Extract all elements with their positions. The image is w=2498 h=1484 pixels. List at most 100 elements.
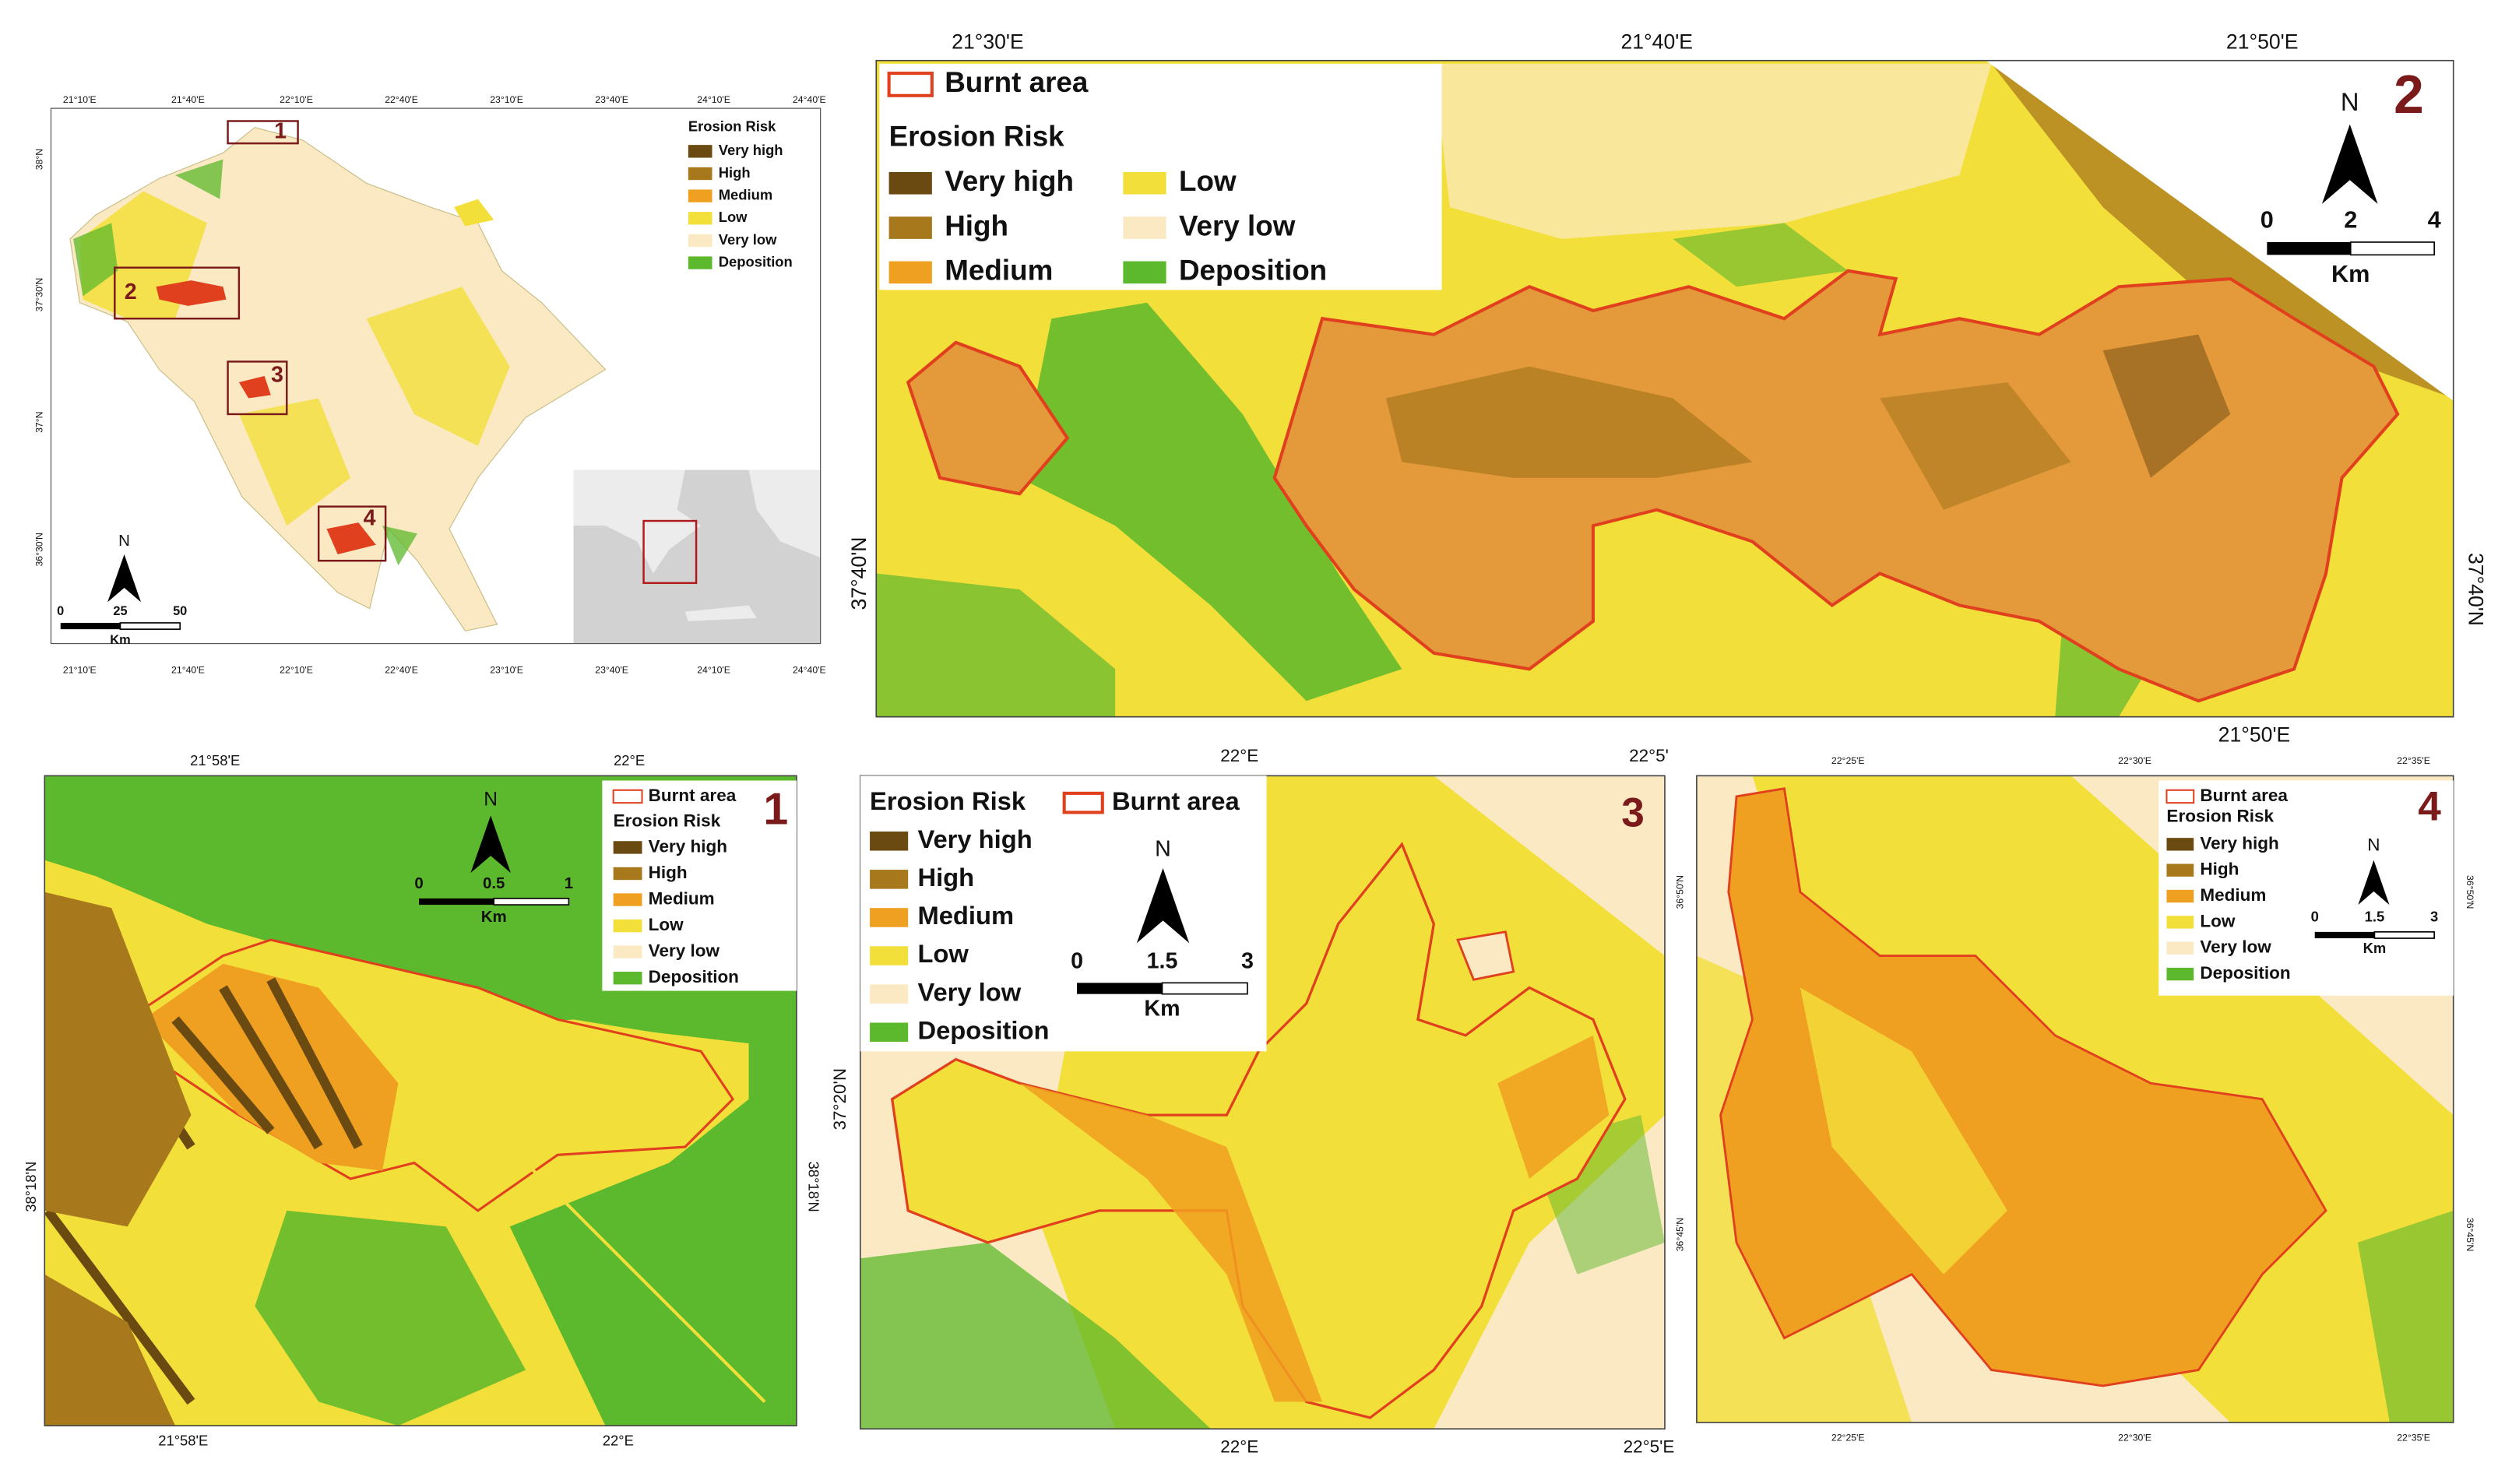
legend-label: Burnt area bbox=[649, 786, 737, 805]
inset-box bbox=[114, 266, 241, 320]
coordinate-label: 22°40'E bbox=[385, 665, 418, 676]
coordinate-label: 22°25'E bbox=[1831, 755, 1865, 766]
scale-bar bbox=[2349, 241, 2435, 256]
legend-label: Very low bbox=[719, 231, 777, 248]
panel-2-frame bbox=[875, 59, 2454, 718]
deposition-zone bbox=[175, 159, 223, 199]
coordinate-label: 22°30'E bbox=[2118, 755, 2151, 766]
legend-swatch bbox=[613, 867, 642, 881]
coordinate-label: 37°20'N bbox=[830, 1068, 850, 1131]
legend-label: Medium bbox=[945, 255, 1053, 287]
overview-frame bbox=[50, 107, 822, 645]
legend-swatch bbox=[688, 189, 712, 202]
coordinate-label: 21°50'E bbox=[2226, 30, 2299, 53]
coordinate-label: 36°45'N bbox=[2465, 1218, 2475, 1251]
low-zone bbox=[1800, 987, 2007, 1275]
scale-label: 2 bbox=[2344, 206, 2357, 233]
legend-swatch bbox=[2166, 838, 2194, 851]
legend-label: Very low bbox=[2200, 937, 2271, 957]
legend-label: Low bbox=[719, 209, 748, 225]
greece-land bbox=[573, 469, 702, 574]
legend-swatch bbox=[870, 1022, 909, 1043]
deposition-zone bbox=[73, 223, 118, 297]
legend-label: High bbox=[917, 863, 974, 891]
high-zone bbox=[1385, 366, 1753, 478]
coordinate-label: 24°40'E bbox=[793, 665, 826, 676]
coordinate-label: 37°40'N bbox=[2464, 553, 2487, 626]
scale-bar bbox=[2373, 931, 2435, 939]
deposition-zone bbox=[255, 1210, 526, 1426]
legend-swatch bbox=[870, 908, 909, 927]
legend-swatch bbox=[2166, 863, 2194, 877]
panel-number: 4 bbox=[2418, 783, 2441, 829]
north-label: N bbox=[2367, 835, 2380, 855]
legend-label: High bbox=[945, 209, 1008, 241]
north-arrow bbox=[107, 554, 142, 603]
coordinate-label: 21°58'E bbox=[158, 1432, 208, 1448]
deposition-zone bbox=[1019, 302, 1402, 702]
legend-title: Erosion Risk bbox=[614, 811, 721, 831]
high-zone bbox=[1880, 382, 2071, 510]
legend-label: Medium bbox=[917, 901, 1014, 930]
coordinate-label: 24°10'E bbox=[697, 94, 730, 105]
stripe bbox=[266, 977, 363, 1149]
legend-swatch bbox=[613, 841, 642, 854]
legend-swatch bbox=[688, 234, 712, 248]
burnt-patch bbox=[238, 375, 271, 399]
legend-label: Medium bbox=[2200, 885, 2266, 905]
north-label: N bbox=[2341, 87, 2359, 116]
coordinate-label: 38°18'N bbox=[806, 1162, 822, 1212]
no-data bbox=[1985, 60, 2454, 401]
high-zone bbox=[44, 1274, 176, 1426]
legend-swatch bbox=[1123, 216, 1166, 239]
inset-box bbox=[227, 360, 288, 416]
coordinate-label: 36°30'N bbox=[33, 533, 44, 566]
coordinate-label: 22°5' bbox=[1629, 746, 1669, 765]
legend-title: Erosion Risk bbox=[2166, 807, 2274, 826]
legend-swatch bbox=[613, 919, 642, 933]
legend-swatch bbox=[613, 893, 642, 906]
coordinate-label: 21°40'E bbox=[171, 665, 205, 676]
legend-swatch bbox=[688, 212, 712, 225]
inset-box bbox=[227, 120, 299, 145]
legend-swatch bbox=[888, 216, 932, 239]
panel-2-map bbox=[876, 60, 2454, 717]
coordinate-label: 22°40'E bbox=[385, 94, 418, 105]
legend-label: Medium bbox=[719, 187, 773, 203]
north-arrow bbox=[470, 815, 511, 874]
deposition-zone bbox=[1673, 223, 1849, 287]
scale-bar bbox=[2267, 241, 2351, 255]
deposition-zone bbox=[860, 1242, 1211, 1429]
scale-label: 50 bbox=[173, 604, 187, 618]
legend-label: Very high bbox=[2200, 833, 2278, 853]
legend-label: Very high bbox=[719, 142, 783, 158]
low-zone bbox=[366, 287, 510, 446]
coordinate-label: 37°40'N bbox=[847, 537, 871, 610]
scale-label: 0 bbox=[1071, 948, 1083, 973]
scale-label: 3 bbox=[2430, 908, 2438, 924]
legend-label: Very high bbox=[945, 165, 1074, 197]
stripe bbox=[171, 1016, 275, 1134]
inset-number: 4 bbox=[364, 506, 376, 531]
scale-bar bbox=[419, 898, 494, 906]
scale-label: 0 bbox=[414, 874, 423, 892]
legend-swatch bbox=[2166, 889, 2194, 903]
coordinate-label: 36°50'N bbox=[1675, 875, 1686, 909]
coordinate-label: 38°18'N bbox=[23, 1162, 39, 1212]
inset-number: 3 bbox=[271, 362, 283, 387]
coordinate-label: 22°5'E bbox=[1624, 1437, 1675, 1457]
legend-swatch bbox=[2166, 967, 2194, 981]
overview-map bbox=[51, 108, 821, 644]
scale-label: 0 bbox=[2261, 206, 2274, 233]
legend-label: Medium bbox=[649, 888, 715, 908]
north-label: N bbox=[484, 789, 498, 810]
very-high-zone bbox=[2102, 334, 2231, 478]
scale-label: 0 bbox=[2311, 908, 2319, 924]
panel-4-map bbox=[1696, 775, 2454, 1423]
coordinate-label: 22°E bbox=[1220, 746, 1258, 765]
legend-swatch bbox=[887, 72, 934, 97]
scale-label: 1 bbox=[565, 874, 573, 892]
inset-box bbox=[317, 505, 387, 562]
scale-label: 3 bbox=[1241, 948, 1254, 973]
